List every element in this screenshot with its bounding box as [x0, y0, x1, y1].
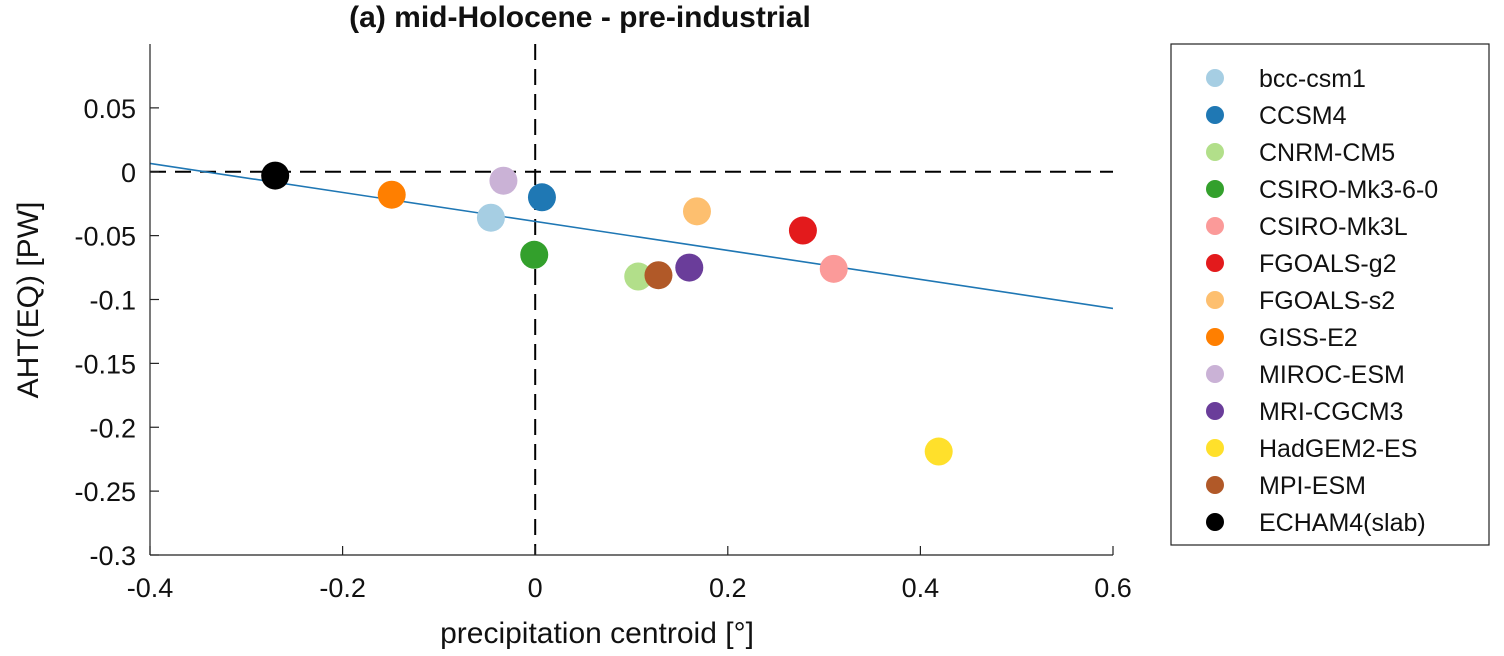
legend-label: MIROC-ESM — [1259, 361, 1405, 389]
legend-label: bcc-csm1 — [1259, 65, 1366, 93]
plot-area — [150, 44, 1113, 555]
legend-marker — [1206, 180, 1224, 198]
legend-label: GISS-E2 — [1259, 324, 1358, 352]
legend-label: CSIRO-Mk3L — [1259, 213, 1408, 241]
regression-line — [150, 162, 1113, 310]
legend-label: HadGEM2-ES — [1259, 435, 1417, 463]
chart-title: (a) mid-Holocene - pre-industrial — [349, 1, 811, 34]
data-point-4 — [819, 254, 848, 283]
data-point-7 — [377, 180, 406, 209]
data-point-10 — [924, 437, 953, 466]
axes: -0.4 -0.2 0 0.2 0.4 0.6 -0.3 -0.25 -0.2 -0.15 -0.1… — [74, 44, 1132, 603]
legend-label: CCSM4 — [1259, 102, 1347, 130]
legend-marker — [1206, 254, 1224, 272]
legend-marker — [1206, 69, 1224, 87]
y-tick-label: -0.05 — [74, 222, 136, 252]
legend-marker — [1206, 143, 1224, 161]
y-tick-label: -0.25 — [74, 477, 136, 507]
data-point-2 — [624, 262, 653, 291]
legend-marker — [1206, 365, 1224, 383]
data-point-5 — [788, 216, 817, 245]
legend-marker — [1206, 328, 1224, 346]
y-tick-label: -0.1 — [89, 286, 136, 316]
y-tick-label: -0.2 — [89, 413, 136, 443]
y-tick-label: -0.3 — [89, 541, 136, 571]
x-tick-label: 0.2 — [709, 573, 747, 603]
y-tick-label: -0.15 — [74, 349, 136, 379]
legend-marker — [1206, 402, 1224, 420]
legend-label: MPI-ESM — [1259, 472, 1366, 500]
x-tick-label: 0 — [528, 573, 543, 603]
legend: bcc-csm1 CCSM4 CNRM-CM5 CSIRO-Mk3-6-0 CSIRO-… — [1170, 43, 1490, 546]
data-point-3 — [520, 240, 549, 269]
legend-label: ECHAM4(slab) — [1259, 509, 1426, 537]
legend-box — [1170, 43, 1490, 546]
legend-marker — [1206, 476, 1224, 494]
data-point-8 — [489, 166, 518, 195]
legend-label: FGOALS-s2 — [1259, 287, 1395, 315]
x-axis-label: precipitation centroid [°] — [440, 617, 754, 650]
x-tick-label: -0.2 — [319, 573, 366, 603]
data-point-6 — [682, 197, 711, 226]
x-tick-label: 0.4 — [902, 573, 940, 603]
legend-marker — [1206, 217, 1224, 235]
x-tick-label: -0.4 — [127, 573, 174, 603]
legend-label: FGOALS-g2 — [1259, 250, 1397, 278]
data-point-1 — [527, 183, 556, 212]
y-tick-label: 0 — [121, 158, 136, 188]
data-point-11 — [644, 261, 673, 290]
legend-label: MRI-CGCM3 — [1259, 398, 1403, 426]
data-point-0 — [476, 203, 505, 232]
legend-marker — [1206, 291, 1224, 309]
legend-marker — [1206, 513, 1224, 531]
data-point-9 — [675, 253, 704, 282]
legend-label: CNRM-CM5 — [1259, 139, 1395, 167]
data-point-12 — [261, 161, 290, 190]
legend-marker — [1206, 439, 1224, 457]
y-axis-label: AHT(EQ) [PW] — [12, 202, 45, 399]
x-tick-label: 0.6 — [1094, 573, 1132, 603]
legend-label: CSIRO-Mk3-6-0 — [1259, 176, 1438, 204]
y-tick-label: 0.05 — [83, 94, 136, 124]
legend-marker — [1206, 106, 1224, 124]
